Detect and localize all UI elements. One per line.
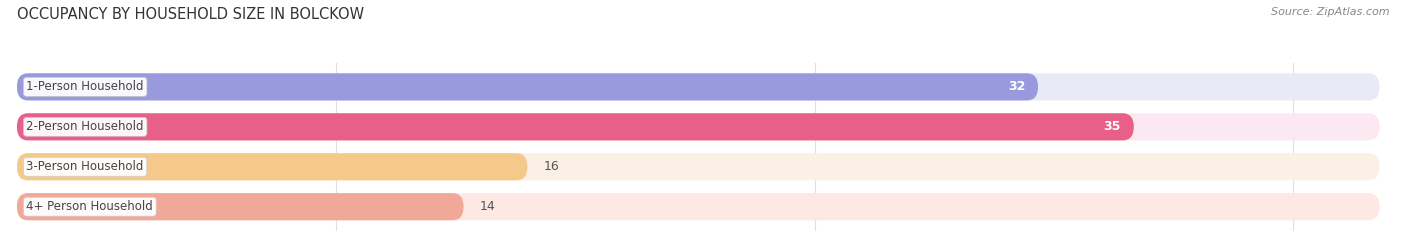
FancyBboxPatch shape (17, 193, 464, 220)
Text: 32: 32 (1008, 80, 1025, 93)
FancyBboxPatch shape (17, 113, 1133, 140)
FancyBboxPatch shape (17, 113, 1379, 140)
Text: 1-Person Household: 1-Person Household (27, 80, 143, 93)
Text: 35: 35 (1104, 120, 1121, 133)
Text: 3-Person Household: 3-Person Household (27, 160, 143, 173)
FancyBboxPatch shape (17, 153, 1379, 180)
Text: Source: ZipAtlas.com: Source: ZipAtlas.com (1271, 7, 1389, 17)
Text: 14: 14 (479, 200, 495, 213)
FancyBboxPatch shape (17, 193, 1379, 220)
FancyBboxPatch shape (17, 153, 527, 180)
FancyBboxPatch shape (17, 73, 1379, 100)
Text: 2-Person Household: 2-Person Household (27, 120, 143, 133)
Text: 16: 16 (544, 160, 560, 173)
Text: 4+ Person Household: 4+ Person Household (27, 200, 153, 213)
FancyBboxPatch shape (17, 73, 1038, 100)
Text: OCCUPANCY BY HOUSEHOLD SIZE IN BOLCKOW: OCCUPANCY BY HOUSEHOLD SIZE IN BOLCKOW (17, 7, 364, 22)
